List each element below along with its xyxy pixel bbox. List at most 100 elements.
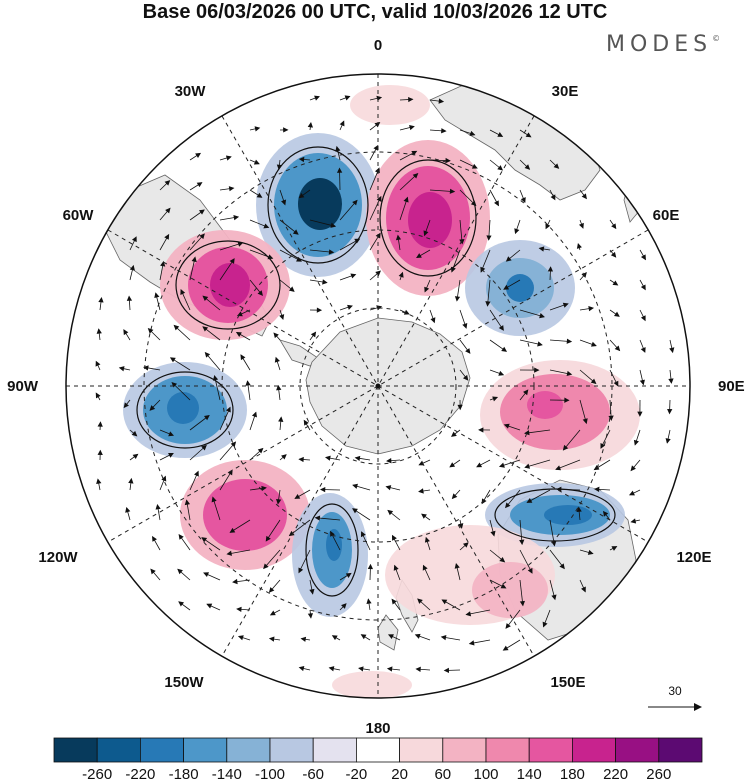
wind-vector-head [128, 477, 134, 484]
wind-vector-head [154, 292, 160, 299]
wind-vector-head [469, 130, 476, 136]
wind-vector-head [566, 370, 573, 377]
colorbar-label: -60 [302, 766, 324, 783]
wind-vector-head [613, 380, 619, 387]
wind-vector-head [360, 531, 366, 538]
colorbar-swatch [183, 737, 228, 763]
label-60e: 60E [653, 207, 680, 224]
wind-vector-head [485, 301, 491, 307]
tasmania-land [559, 649, 575, 667]
wind-vector-head [155, 504, 161, 510]
wind-vector-head [462, 323, 468, 329]
wind-vector-head [445, 157, 451, 164]
wind-vector-head [149, 405, 156, 411]
wind-vector-head [398, 271, 404, 278]
wind-vector-head [97, 421, 103, 427]
wind-vector-head [314, 515, 321, 521]
anomaly-positive-north-antarctica [350, 85, 430, 125]
colorbar-label: -180 [169, 766, 199, 783]
anomaly-shading [123, 85, 640, 698]
wind-vector-head [178, 601, 185, 607]
wind-vector-head [538, 246, 545, 252]
wind-vector-head [288, 286, 295, 292]
wind-vector-head [251, 411, 257, 418]
wind-vector-head [376, 195, 382, 202]
wind-vector-head [237, 635, 244, 641]
wind-vector-head [667, 408, 673, 415]
anomaly-positive-tasman-mid [472, 562, 548, 618]
contour-south-america [175, 240, 281, 330]
wind-vector-head [256, 192, 263, 198]
wind-vector-head [551, 540, 557, 547]
wind-vector-head [281, 454, 287, 460]
wind-vector-head [211, 496, 217, 503]
label-150e: 150E [550, 674, 585, 691]
wind-vector-head [537, 341, 543, 347]
wind-vector-head [298, 567, 304, 574]
label-150w: 150W [164, 674, 204, 691]
anomaly-positive-east-indian-core [527, 391, 563, 419]
wind-vector-head [165, 207, 171, 214]
wind-vector-head [498, 462, 505, 468]
wind-vector-head [228, 186, 235, 192]
wind-vector-head [202, 295, 209, 302]
new-zealand-south-land [377, 614, 399, 651]
wind-vector-head [232, 578, 238, 585]
wind-vector-head [423, 230, 429, 237]
wind-vector-head [498, 370, 505, 376]
wind-vector-head [240, 354, 246, 361]
wind-vector-head [281, 199, 287, 206]
wind-vector-head [320, 486, 326, 493]
wind-vector-head [478, 427, 484, 433]
wind-vector-head [339, 120, 345, 127]
wind-vector-head [408, 96, 414, 103]
label-60w: 60W [63, 207, 95, 224]
wind-vector-head [454, 563, 460, 569]
modes-logo: MODES© [606, 32, 720, 57]
wind-vector-head [191, 256, 197, 263]
wind-vector-head [505, 502, 511, 509]
wind-vector-head [233, 215, 240, 221]
wind-vector-head [263, 223, 270, 229]
wind-vector-head [194, 470, 199, 477]
wind-vector-head [257, 290, 263, 296]
wind-vector-head [534, 367, 540, 373]
colorbar-label: -20 [346, 766, 368, 783]
wind-vector-head [328, 249, 335, 255]
wind-vector-head [328, 666, 335, 672]
wind-vector-head [633, 439, 639, 446]
wind-vector-head [547, 266, 554, 272]
anomaly-positive-south-america-core [210, 263, 250, 307]
map-disc-border [65, 73, 691, 699]
wind-vector-head [95, 360, 101, 367]
wind-vector-head [462, 374, 469, 381]
wind-vector-head [494, 200, 499, 207]
wind-vector-head [576, 243, 582, 249]
contour-africa [379, 159, 477, 277]
wind-vector-head [451, 493, 458, 500]
wind-vector-head [96, 328, 102, 334]
wind-vector-head [441, 128, 447, 134]
wind-vector-head [268, 587, 275, 593]
wind-vector-head [539, 313, 545, 319]
wind-vector-head [613, 311, 620, 317]
wind-vector-head [330, 222, 337, 228]
wind-vector-head [344, 95, 351, 101]
wind-vector-head [499, 556, 506, 563]
wind-vector-head [235, 331, 242, 337]
wind-vector-head [640, 254, 646, 261]
wind-vector-head [316, 307, 323, 313]
wind-vector-head [198, 209, 205, 215]
colorbar-swatch [399, 737, 444, 763]
contour-south-atlantic [267, 146, 369, 264]
wind-vector-head [229, 527, 236, 533]
colorbar: -260 -220 -180 -140 -100 -60 -20 20 60 100 140 180 2… [53, 737, 703, 783]
wind-vector-head [331, 635, 338, 641]
wind-vector-head [152, 535, 157, 542]
wind-vector-head [131, 430, 138, 437]
wind-vector-head [391, 598, 397, 605]
wind-vector-head [387, 509, 394, 516]
wind-vector-head [269, 610, 276, 616]
wind-vector-head [276, 384, 282, 391]
wind-vector-head [335, 145, 341, 152]
